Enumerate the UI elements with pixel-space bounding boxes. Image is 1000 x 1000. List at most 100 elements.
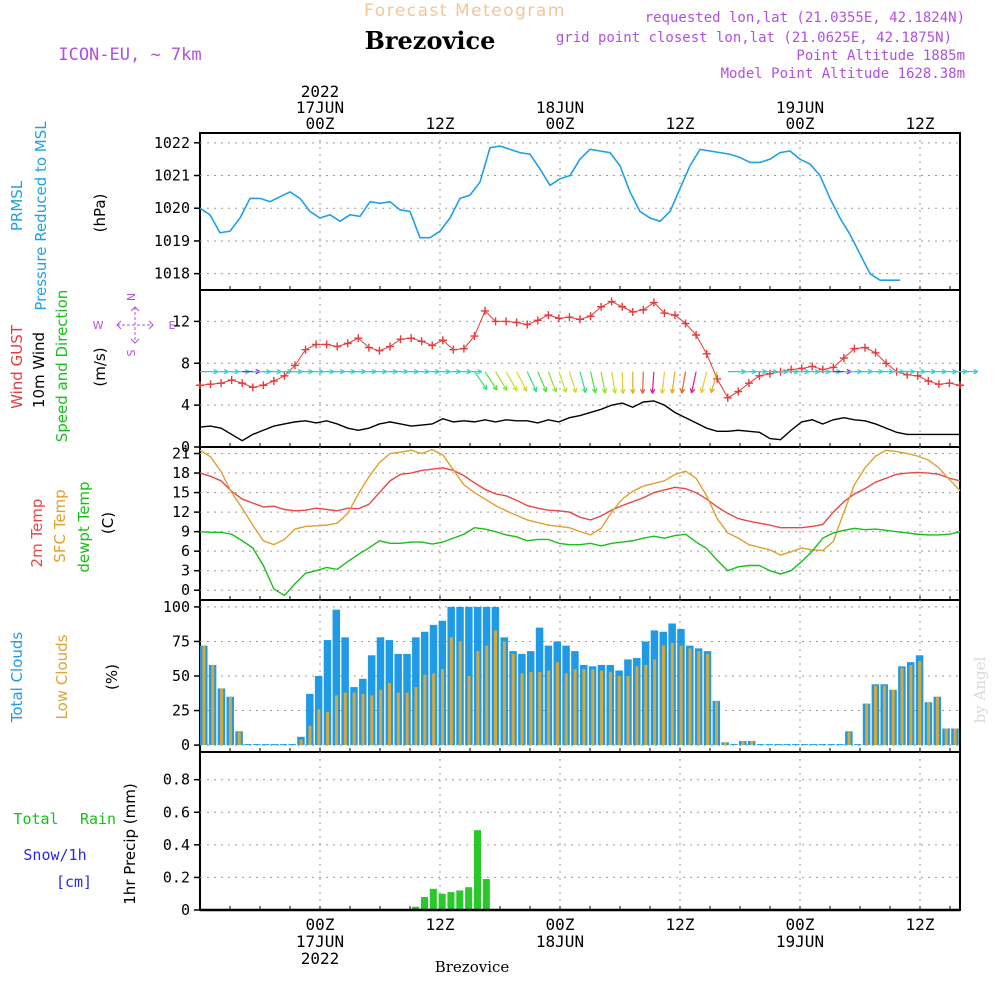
gust-marker [945,379,954,388]
panel-frame-pressure [199,132,961,291]
gust-marker [681,319,690,328]
ytick-label-clouds: 50 [172,667,190,685]
low-cloud-bar [547,670,551,746]
bottom-time-label: 12Z [426,915,455,934]
total-cloud-bar [836,744,844,746]
precip-label-total: Total [13,810,58,828]
total-cloud-bar [783,744,791,746]
low-cloud-bar [564,673,568,746]
gust-marker [312,340,321,349]
clouds-label-low: Low Clouds [53,634,71,719]
gust-marker [871,348,880,357]
total-cloud-bar [323,640,332,746]
total-cloud-bar [853,744,862,746]
total-cloud-bar [818,744,827,746]
gust-marker [576,315,584,324]
low-cloud-bar [847,731,851,746]
gust-marker [238,379,247,388]
wind-arrow [505,371,518,392]
low-cloud-bar [529,671,533,746]
ytick-label-pressure: 1019 [154,232,190,250]
wind-arrow [699,371,708,394]
gust-marker [850,344,859,353]
ytick-label-precip: 0 [181,901,190,919]
ytick-label-wind: 8 [181,354,190,372]
gust-marker [882,359,891,368]
gust-marker [554,314,563,323]
gust-marker [829,363,838,372]
ytick-label-clouds: 0 [181,736,190,754]
ytick-label-wind: 0 [181,438,190,456]
gust-marker [354,334,363,343]
low-cloud-bar [714,700,718,746]
gust-marker [386,342,394,351]
low-cloud-bar [317,709,321,746]
low-cloud-bar [679,645,683,746]
total-cloud-bar [809,744,818,746]
low-cloud-bar [909,664,913,746]
ytick-label-temperature: 6 [181,542,190,560]
ytick-label-temperature: 0 [181,581,190,599]
low-cloud-bar [644,664,648,746]
low-cloud-bar [441,669,445,746]
total-cloud-bar [800,744,809,746]
top-time-label: 12Z [906,114,935,133]
ytick-label-pressure: 1022 [154,134,190,152]
bottom-time-label: 18JUN [536,932,584,951]
wind-arrow [495,371,508,391]
gust-marker [924,377,933,386]
gust-marker [523,320,532,329]
compass-w: W [93,319,104,332]
bottom-time-label: 00Z [546,915,575,934]
total-cloud-bar [341,637,349,746]
plot-layer: 1018101910201021102204812036912151821025… [154,82,979,968]
bottom-location: Brezovice [435,958,510,976]
gust-marker [512,318,521,327]
wind-arrow [649,371,656,394]
total-cloud-bar [774,744,782,746]
low-cloud-bar [918,660,922,746]
wind-arrow [526,371,538,393]
total-cloud-bar [253,744,261,746]
low-cloud-bar [494,630,498,746]
low-cloud-bar [396,692,400,746]
model-label: ICON-EU, ~ 7km [58,45,201,65]
wind-arrow [639,371,646,394]
low-cloud-bar [600,670,604,746]
wind-arrow [689,371,697,394]
wind-arrow [473,371,488,391]
low-cloud-bar [688,648,692,746]
low-cloud-bar [874,685,878,746]
wind-arrow [960,368,979,375]
gust-marker [586,312,595,321]
ytick-label-clouds: 25 [172,702,190,720]
gust-marker [481,306,489,315]
gust-marker [808,362,817,371]
rain-bar [412,906,420,910]
gust-marker [364,343,373,352]
pressure-unit: (hPa) [91,194,109,233]
gust-marker [206,380,215,389]
gust-marker [913,371,922,380]
low-cloud-bar [555,662,559,746]
wind-label-speed-dir: Speed and Direction [53,290,71,443]
top-title: Forecast Meteogram [364,1,566,21]
ytick-label-pressure: 1018 [154,265,190,283]
gust-marker [755,371,764,380]
wind-arrow [679,371,687,394]
gust-marker [322,340,331,349]
total-cloud-bar [756,744,765,746]
wind-arrow [589,371,598,394]
low-cloud-bar [706,653,710,746]
ytick-label-temperature: 3 [181,562,190,580]
gust-marker [343,339,352,348]
gust-marker [649,298,658,307]
wind-arrow [484,371,498,391]
top-time-label: 12Z [426,114,455,133]
ytick-label-clouds: 75 [172,632,190,650]
top-time-label: 00Z [546,114,575,133]
gust-marker [702,349,711,358]
gust-marker [396,335,405,344]
ytick-label-clouds: 100 [163,598,190,616]
